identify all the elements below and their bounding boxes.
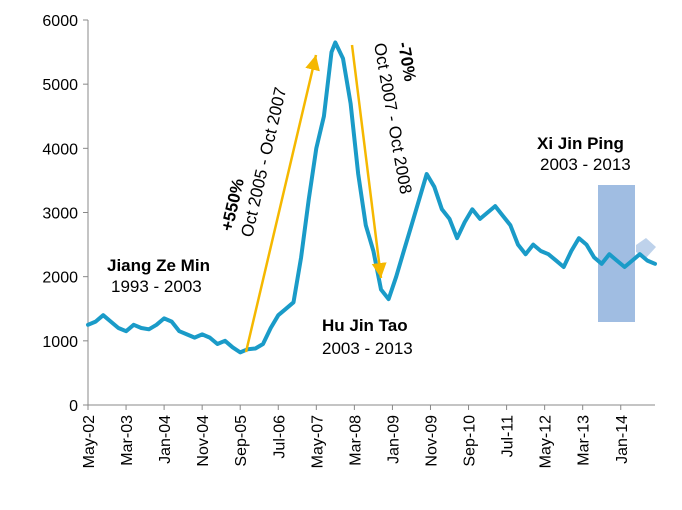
- x-tick-label: May-07: [309, 415, 326, 468]
- x-tick-label: Mar-13: [576, 415, 593, 466]
- y-tick-label: 5000: [42, 77, 78, 94]
- hu-years-label: 2003 - 2013: [322, 339, 413, 358]
- x-tick-label: Jan-04: [157, 415, 174, 464]
- y-tick-label: 3000: [42, 206, 78, 223]
- fall-arrow: [350, 44, 387, 279]
- x-tick-label: Mar-08: [347, 415, 364, 466]
- y-axis-ticks: 0 1000 2000 3000 4000 5000 6000: [42, 13, 88, 415]
- x-tick-label: Jul-11: [500, 415, 517, 457]
- y-tick-label: 6000: [42, 13, 78, 30]
- jiang-name-label: Jiang Ze Min: [107, 256, 210, 275]
- hu-name-label: Hu Jin Tao: [322, 316, 408, 335]
- rise-arrow: [244, 54, 320, 353]
- xi-years-label: 2003 - 2013: [540, 155, 631, 174]
- x-tick-label: Sep-05: [233, 415, 250, 467]
- xi-name-label: Xi Jin Ping: [537, 134, 624, 153]
- fall-percent-label: -70%: [394, 40, 420, 82]
- y-tick-label: 1000: [42, 334, 78, 351]
- x-tick-label: Sep-10: [462, 415, 479, 467]
- y-tick-label: 4000: [42, 141, 78, 158]
- rise-period-label: Oct 2005 - Oct 2007: [237, 85, 290, 238]
- x-tick-label: Jul-06: [271, 415, 288, 459]
- y-tick-label: 2000: [42, 270, 78, 287]
- y-tick-label: 0: [69, 398, 78, 415]
- x-tick-label: Jan-09: [385, 415, 402, 464]
- series-line: [86, 40, 657, 355]
- x-tick-label: May-12: [538, 415, 555, 468]
- x-tick-label: Jan-14: [614, 415, 631, 464]
- jiang-years-label: 1993 - 2003: [111, 277, 202, 296]
- x-axis-ticks: May-02 Mar-03 Jan-04 Nov-04 Sep-05 Jul-06 May-…: [81, 405, 631, 468]
- x-tick-label: May-02: [81, 415, 98, 468]
- x-tick-label: Nov-09: [423, 415, 440, 467]
- xi-period-highlight: [598, 185, 635, 322]
- x-tick-label: Mar-03: [119, 415, 136, 466]
- x-tick-label: Nov-04: [195, 415, 212, 467]
